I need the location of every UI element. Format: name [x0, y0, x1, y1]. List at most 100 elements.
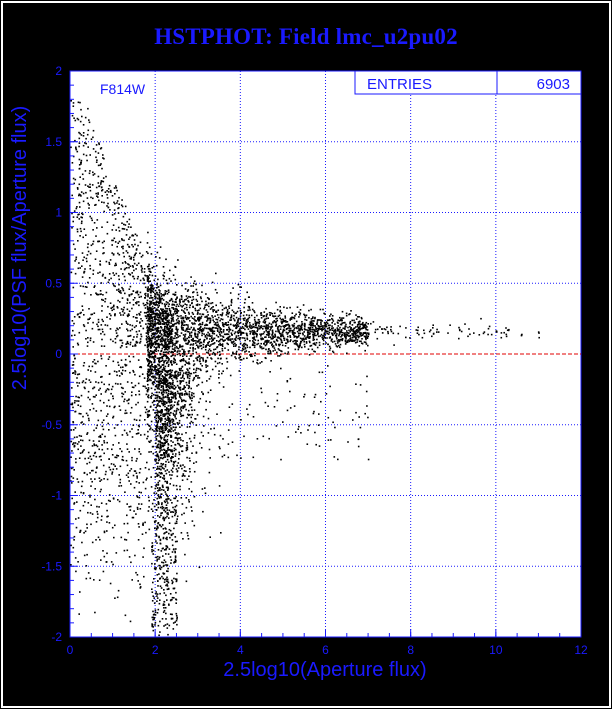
- data-point: [184, 351, 186, 353]
- data-point: [171, 502, 173, 504]
- data-point: [133, 259, 135, 261]
- data-point: [152, 610, 154, 613]
- data-point: [163, 380, 166, 383]
- data-point: [334, 323, 336, 325]
- data-point: [252, 343, 254, 345]
- data-point: [359, 323, 362, 326]
- data-point: [73, 322, 75, 325]
- data-point: [298, 345, 301, 348]
- data-point: [185, 580, 188, 583]
- data-point: [131, 516, 134, 519]
- data-point: [308, 317, 310, 319]
- data-point: [276, 308, 279, 311]
- data-point: [72, 361, 75, 363]
- data-point: [114, 434, 117, 437]
- data-point: [154, 323, 157, 326]
- data-point: [175, 397, 177, 400]
- data-point: [144, 385, 146, 388]
- data-point: [254, 339, 257, 341]
- data-point: [185, 339, 187, 342]
- data-point: [173, 358, 176, 360]
- data-point: [157, 419, 160, 422]
- data-point: [171, 421, 174, 423]
- data-point: [185, 392, 187, 394]
- data-point: [134, 344, 137, 347]
- data-point: [367, 344, 369, 347]
- data-point: [242, 347, 244, 350]
- data-point: [301, 346, 303, 349]
- data-point: [167, 443, 169, 445]
- data-point: [183, 393, 186, 395]
- data-point: [223, 325, 225, 328]
- data-point: [223, 323, 226, 326]
- data-point: [78, 441, 80, 443]
- data-point: [363, 341, 366, 343]
- data-point: [294, 315, 296, 317]
- data-point: [148, 335, 150, 338]
- data-point: [170, 407, 173, 410]
- data-point: [150, 301, 153, 303]
- data-point: [173, 323, 175, 326]
- data-point: [151, 355, 153, 358]
- data-point: [172, 419, 175, 421]
- data-point: [256, 314, 258, 317]
- data-point: [108, 263, 111, 265]
- data-point: [99, 271, 101, 274]
- data-point: [72, 105, 75, 107]
- data-point: [174, 506, 177, 508]
- data-point: [167, 383, 169, 385]
- data-point: [93, 386, 96, 389]
- data-point: [261, 361, 263, 363]
- data-point: [287, 351, 290, 353]
- data-point: [154, 567, 156, 569]
- data-point: [216, 362, 219, 365]
- data-point: [167, 486, 169, 489]
- data-point: [71, 212, 73, 215]
- data-point: [255, 322, 258, 325]
- data-point: [95, 427, 98, 429]
- data-point: [185, 328, 188, 330]
- data-point: [95, 250, 98, 252]
- data-point: [193, 462, 195, 464]
- data-point: [112, 360, 115, 363]
- data-point: [175, 298, 177, 301]
- data-point: [161, 484, 164, 487]
- data-point: [196, 385, 198, 387]
- data-point: [175, 319, 178, 321]
- data-point: [126, 314, 129, 317]
- data-point: [112, 468, 115, 471]
- data-point: [98, 142, 100, 144]
- data-point: [168, 471, 170, 473]
- data-point: [171, 339, 174, 342]
- data-point: [159, 374, 161, 376]
- data-point: [166, 407, 168, 409]
- data-point: [198, 566, 201, 569]
- data-point: [158, 316, 160, 319]
- data-point: [135, 419, 138, 421]
- data-point: [312, 322, 314, 325]
- data-point: [164, 290, 167, 292]
- data-point: [367, 323, 369, 325]
- data-point: [167, 495, 169, 498]
- data-point: [162, 323, 164, 325]
- data-point: [167, 389, 169, 391]
- data-point: [360, 316, 363, 319]
- data-point: [105, 365, 107, 367]
- data-point: [89, 268, 92, 270]
- data-point: [111, 195, 114, 197]
- data-point: [78, 158, 81, 161]
- data-point: [180, 332, 183, 334]
- data-point: [171, 328, 174, 330]
- data-point: [78, 262, 80, 264]
- data-point: [175, 411, 178, 413]
- data-point: [81, 451, 84, 454]
- data-point: [239, 342, 242, 345]
- data-point: [190, 276, 192, 278]
- data-point: [98, 389, 100, 391]
- data-point: [175, 599, 178, 601]
- data-point: [170, 428, 173, 430]
- data-point: [149, 313, 152, 316]
- data-point: [132, 245, 134, 248]
- data-point: [237, 325, 240, 328]
- data-point: [137, 293, 140, 296]
